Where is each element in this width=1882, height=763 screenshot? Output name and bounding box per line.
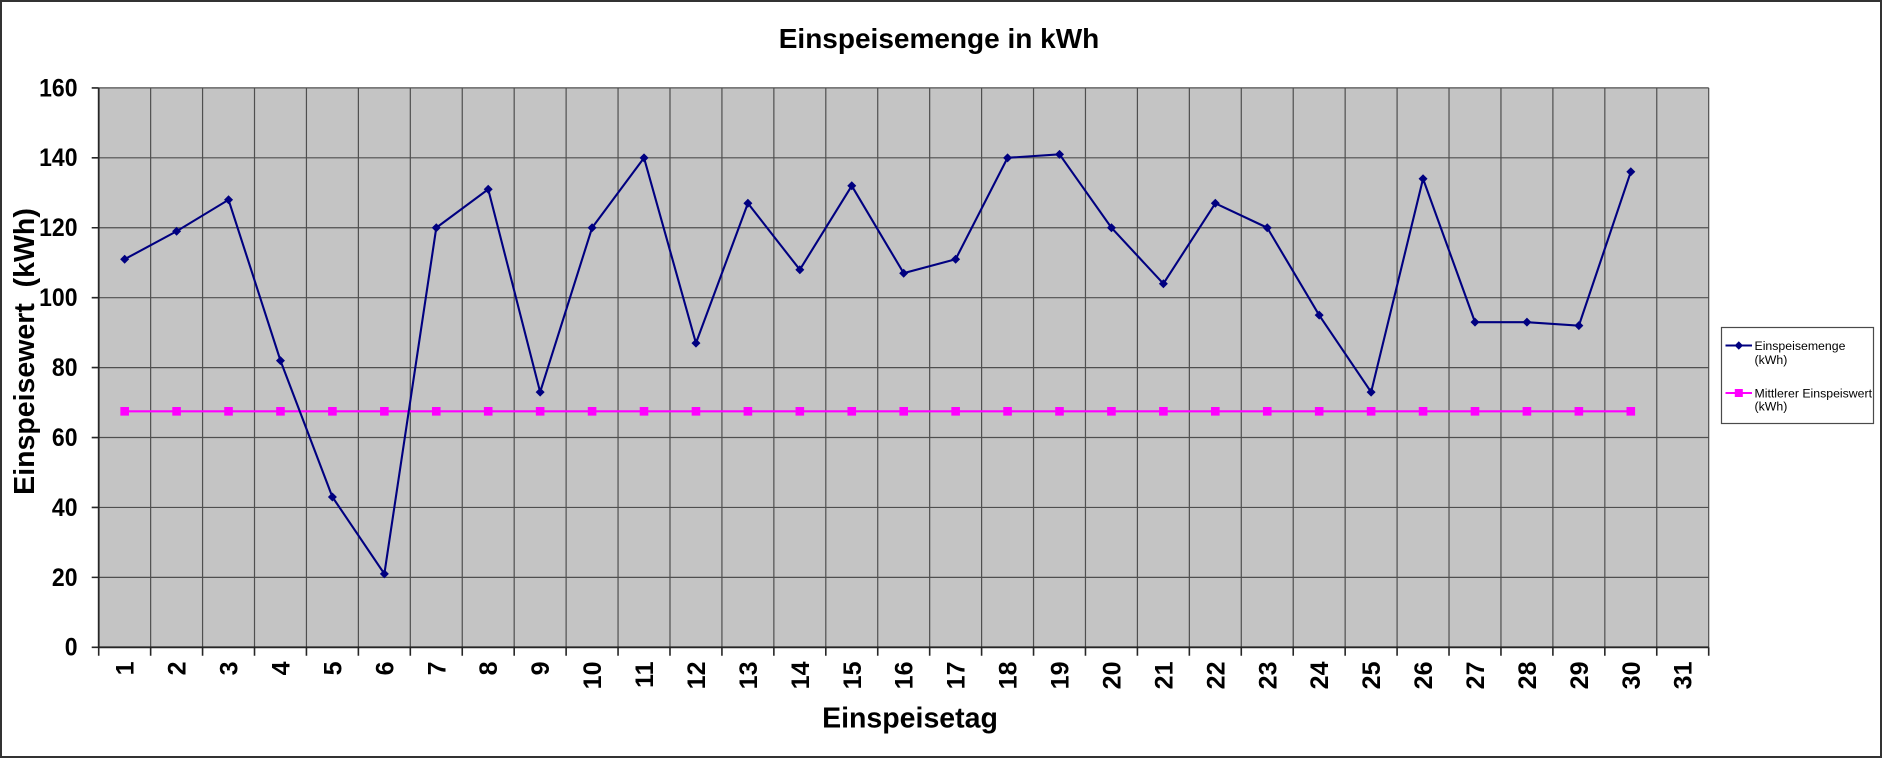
svg-text:Einspeisewert (kWh): Einspeisewert (kWh) (9, 208, 41, 495)
svg-text:15: 15 (839, 661, 867, 689)
svg-text:3: 3 (216, 662, 244, 676)
svg-text:24: 24 (1306, 661, 1334, 689)
svg-text:5: 5 (319, 661, 347, 675)
svg-text:8: 8 (475, 661, 503, 675)
svg-text:(kWh): (kWh) (1755, 353, 1788, 367)
svg-text:4: 4 (267, 661, 295, 675)
svg-text:40: 40 (52, 494, 78, 522)
svg-text:Einspeisetag: Einspeisetag (822, 703, 998, 735)
svg-text:80: 80 (52, 354, 78, 382)
svg-text:160: 160 (39, 74, 77, 102)
svg-text:12: 12 (683, 662, 711, 690)
svg-text:60: 60 (52, 424, 78, 452)
svg-text:17: 17 (943, 662, 971, 690)
svg-text:Einspeisemenge: Einspeisemenge (1755, 339, 1846, 353)
svg-text:20: 20 (52, 564, 78, 592)
svg-text:11: 11 (631, 661, 659, 688)
svg-text:18: 18 (995, 661, 1023, 689)
svg-text:20: 20 (1098, 662, 1126, 690)
svg-text:1: 1 (112, 661, 140, 675)
svg-text:31: 31 (1670, 661, 1698, 689)
svg-text:22: 22 (1202, 662, 1230, 690)
svg-text:29: 29 (1566, 662, 1594, 690)
svg-text:6: 6 (371, 662, 399, 676)
svg-text:14: 14 (787, 661, 815, 689)
svg-text:30: 30 (1618, 662, 1646, 690)
svg-text:9: 9 (527, 662, 555, 676)
svg-text:26: 26 (1410, 662, 1438, 690)
svg-text:Einspeisemenge in kWh: Einspeisemenge in kWh (779, 23, 1100, 54)
svg-text:13: 13 (735, 662, 763, 690)
svg-text:120: 120 (39, 214, 77, 242)
svg-text:7: 7 (423, 662, 451, 676)
svg-text:140: 140 (39, 144, 77, 172)
svg-text:100: 100 (39, 284, 77, 312)
svg-text:21: 21 (1150, 661, 1178, 689)
svg-text:28: 28 (1514, 661, 1542, 689)
svg-text:27: 27 (1462, 662, 1490, 690)
svg-text:2: 2 (164, 662, 192, 676)
svg-text:10: 10 (579, 662, 607, 690)
svg-text:16: 16 (891, 662, 919, 690)
svg-text:0: 0 (65, 634, 78, 662)
svg-text:19: 19 (1047, 662, 1075, 690)
svg-text:(kWh): (kWh) (1755, 399, 1788, 413)
svg-text:25: 25 (1358, 661, 1386, 689)
svg-text:Mittlerer Einspeiswert: Mittlerer Einspeiswert (1755, 387, 1873, 401)
svg-text:23: 23 (1254, 662, 1282, 690)
